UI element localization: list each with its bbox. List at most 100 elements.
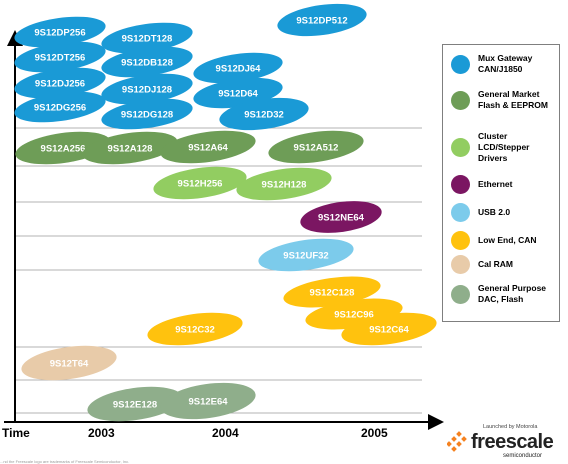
chip-label: 9S12DP512 [296, 16, 347, 27]
logo-subtitle: semiconductor [503, 453, 543, 459]
legend-label-line: CAN/J1850 [478, 64, 523, 74]
footnote: ...nd the Freescale logo are trademarks … [0, 459, 130, 464]
chip-9s12dp512: 9S12DP512 [277, 3, 367, 37]
legend-label: USB 2.0 [478, 207, 510, 218]
chip-label: 9S12E64 [188, 397, 228, 408]
chip-9s12a128: 9S12A128 [82, 131, 178, 165]
chip-ellipse [258, 238, 354, 272]
chip-ellipse [82, 131, 178, 165]
chip-9s12dj256: 9S12DJ256 [14, 67, 106, 99]
chip-label: 9S12DJ128 [122, 85, 172, 96]
chip-ellipse [14, 16, 106, 48]
legend-label-line: Ethernet [478, 179, 513, 189]
logo-tagline: Launched by Motorola [483, 424, 538, 430]
legend-item: Cal RAM [451, 255, 513, 274]
chip-label: 9S12UF32 [283, 251, 328, 262]
logo-wordmark: freescale [471, 431, 554, 453]
freescale-logo: Launched by Motorola freescale semicondu… [445, 424, 565, 462]
year-label-2004: 2004 [212, 426, 239, 440]
chip-9s12dj128: 9S12DJ128 [101, 73, 193, 105]
axes: Time 2003 2004 2005 [2, 30, 444, 440]
chip-label: 9S12DG256 [34, 103, 86, 114]
legend-swatch [451, 138, 470, 157]
chip-9s12db128: 9S12DB128 [101, 46, 193, 78]
chip-9s12uf32: 9S12UF32 [258, 238, 354, 272]
legend-swatch [451, 175, 470, 194]
chip-ellipse [101, 98, 193, 130]
year-label-2005: 2005 [361, 426, 388, 440]
freescale-mark-icon [447, 431, 467, 452]
legend-label-line: Flash & EEPROM [478, 100, 548, 110]
chip-label: 9S12DG128 [121, 110, 173, 121]
chip-label: 9S12DT256 [35, 53, 86, 64]
chip-label: 9S12DJ256 [35, 79, 85, 90]
legend-label-line: General Market [478, 89, 540, 99]
legend-swatch [451, 255, 470, 274]
chip-label: 9S12H256 [178, 179, 223, 190]
legend-label-line: General Purpose [478, 283, 547, 293]
chip-label: 9S12A256 [41, 144, 86, 155]
legend-label: Cal RAM [478, 259, 513, 270]
legend-item: General Market Flash & EEPROM [451, 89, 548, 111]
chip-ellipse [300, 201, 382, 233]
legend-label-line: Cluster [478, 131, 508, 141]
chip-label: 9S12DT128 [122, 34, 173, 45]
chip-label: 9S12DP256 [34, 28, 85, 39]
chip-ellipse [160, 382, 256, 420]
chip-label: 9S12DB128 [121, 58, 173, 69]
legend-label-line: Low End, CAN [478, 235, 537, 245]
legend-label: General Purpose DAC, Flash [478, 283, 546, 305]
chip-ellipse [268, 130, 364, 164]
legend-label-line: LCD/Stepper [478, 142, 530, 152]
chip-9s12e128: 9S12E128 [87, 386, 183, 422]
chip-9s12dp256: 9S12DP256 [14, 16, 106, 48]
legend-item: Cluster LCD/Stepper Drivers [451, 131, 529, 164]
chip-9s12dj64: 9S12DJ64 [193, 52, 283, 84]
legend-item: Low End, CAN [451, 231, 537, 250]
legend-label-line: Mux Gateway [478, 53, 533, 63]
chip-ellipse [21, 345, 117, 381]
chip-label: 9S12D64 [218, 89, 258, 100]
legend-swatch [451, 54, 470, 74]
chip-ellipse [14, 67, 106, 99]
legend-label-line: USB 2.0 [478, 207, 511, 217]
chip-ellipse [14, 91, 106, 123]
chip-ellipse [147, 312, 243, 346]
legend-label: Ethernet [478, 179, 512, 190]
chip-label: 9S12E128 [113, 400, 157, 411]
chip-9s12c32: 9S12C32 [147, 312, 243, 346]
chip-ellipse [236, 167, 332, 201]
legend-swatch [451, 203, 470, 222]
chip-ellipse [153, 166, 247, 200]
legend-swatch [451, 284, 470, 304]
legend-item: USB 2.0 [451, 203, 510, 222]
chip-group: 9S12DP256 9S12DT256 9S12DJ256 9S12DG256 9S12… [14, 3, 437, 422]
chip-9s12a64: 9S12A64 [160, 130, 256, 164]
chip-ellipse [101, 73, 193, 105]
legend: Mux Gateway CAN/J1850 General Market Flash … [442, 44, 560, 322]
legend-label: Mux Gateway CAN/J1850 [478, 53, 532, 75]
year-label-2003: 2003 [88, 426, 115, 440]
chip-ellipse [193, 52, 283, 84]
legend-item: Ethernet [451, 175, 512, 194]
legend-label: Low End, CAN [478, 235, 537, 246]
chip-ellipse [101, 46, 193, 78]
legend-item: Mux Gateway CAN/J1850 [451, 53, 532, 75]
legend-label: General Market Flash & EEPROM [478, 89, 548, 111]
legend-label: Cluster LCD/Stepper Drivers [478, 131, 529, 164]
chip-9s12c64: 9S12C64 [341, 312, 437, 346]
chip-ellipse [277, 3, 367, 37]
chip-9s12d32: 9S12D32 [219, 97, 309, 131]
legend-label-line: DAC, Flash [478, 294, 524, 304]
legend-swatch [451, 231, 470, 250]
legend-label-line: Cal RAM [478, 259, 513, 269]
chip-9s12ne64: 9S12NE64 [300, 201, 382, 233]
chip-9s12t64: 9S12T64 [21, 345, 117, 381]
chip-9s12dg256: 9S12DG256 [14, 91, 106, 123]
chip-label: 9S12NE64 [318, 213, 365, 224]
chip-9s12h128: 9S12H128 [236, 167, 332, 201]
chip-9s12a512: 9S12A512 [268, 130, 364, 164]
chip-ellipse [87, 386, 183, 422]
chip-ellipse [219, 97, 309, 131]
